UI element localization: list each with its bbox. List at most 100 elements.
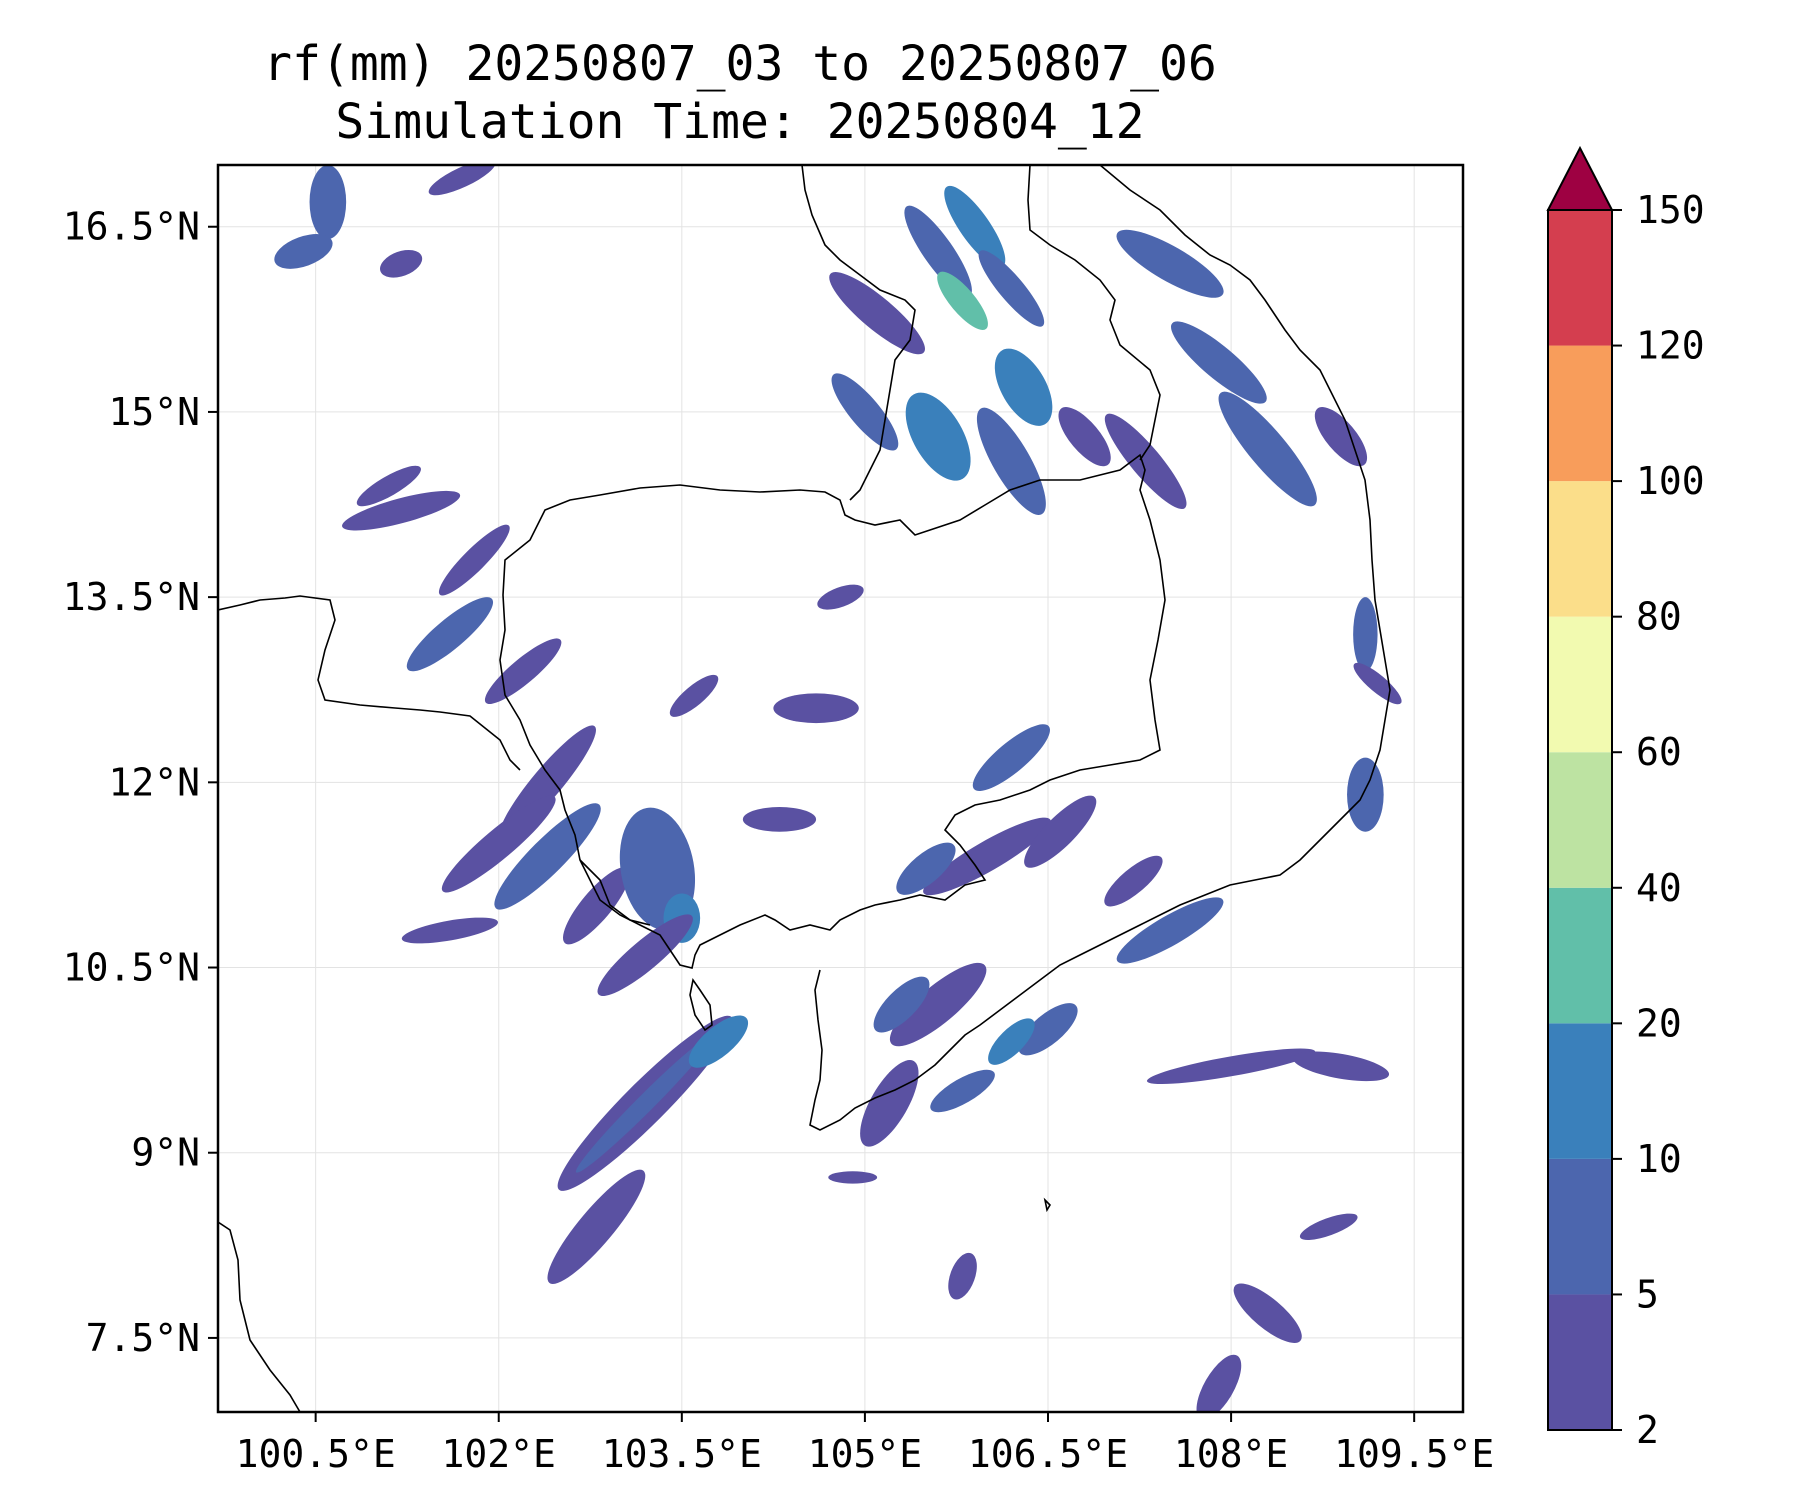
rain-cell [873, 976, 930, 1033]
map-background [218, 165, 1463, 1412]
rain-cell [904, 205, 972, 298]
rain-cell [817, 584, 864, 610]
rain-cell [441, 795, 556, 893]
colorbar-label: 100 [1636, 459, 1705, 503]
colorbar-label: 150 [1636, 188, 1705, 232]
lon-tick-label: 106.5°E [968, 1432, 1128, 1476]
rain-cell [994, 348, 1053, 426]
rain-cell [889, 962, 987, 1047]
rain-cell [1196, 1354, 1242, 1412]
rain-cell [597, 914, 693, 997]
lat-tick-label: 13.5°N [63, 575, 200, 619]
lat-tick-label: 9°N [131, 1131, 200, 1175]
rain-cell [905, 392, 971, 481]
rain-cell [401, 917, 499, 944]
rain-cell [1104, 413, 1187, 510]
rain-cell [1299, 1213, 1358, 1241]
colorbar: 2 5 10 20 40 60 80 100 120 150 [1546, 145, 1705, 1452]
colorbar-label: 10 [1636, 1137, 1682, 1181]
rain-cell [988, 1018, 1035, 1065]
rain-cell [930, 1069, 995, 1113]
rain-cell [1024, 795, 1097, 868]
lat-tick-label: 7.5°N [86, 1316, 200, 1360]
map-area: 100.5°E 102°E 103.5°E 105°E 106.5°E 108°E 109.… [63, 163, 1494, 1476]
rain-cell [1353, 597, 1378, 672]
rain-cell [688, 1015, 749, 1068]
rain-cell [575, 1034, 715, 1173]
vietnam-laos-border [1027, 165, 1161, 461]
phu-quoc-island [689, 978, 713, 1032]
lon-tick-label: 102°E [442, 1432, 556, 1476]
map-frame [216, 163, 1465, 1414]
rain-cell [860, 1060, 919, 1147]
lon-tick-label: 109.5°E [1334, 1432, 1494, 1476]
rain-cell [1218, 391, 1317, 507]
rain-cell [1104, 855, 1163, 907]
colorbar-segment [1548, 1023, 1612, 1159]
colorbar-label: 60 [1636, 730, 1682, 774]
plot-title: rf(mm) 20250807_03 to 20250807_06 [263, 36, 1217, 92]
rain-cell [937, 271, 988, 330]
rain-cell [828, 1171, 878, 1184]
rain-cell [1018, 1003, 1078, 1056]
lat-tick-label: 12°N [108, 760, 200, 804]
rain-cell [1116, 229, 1224, 298]
colorbar-segment [1548, 887, 1612, 1024]
colorbar-label: 20 [1636, 1001, 1682, 1045]
rain-cell [428, 165, 496, 196]
rain-cell [773, 693, 859, 724]
colorbar-label: 5 [1636, 1272, 1659, 1316]
rain-cell [978, 250, 1045, 327]
rain-cell [563, 867, 630, 945]
longitude-ticks: 100.5°E 102°E 103.5°E 105°E 106.5°E 108°E 109.… [236, 1412, 1494, 1476]
rain-cell [948, 1252, 977, 1300]
colorbar-segment [1548, 1158, 1612, 1295]
rain-cell [1314, 407, 1368, 467]
rain-cell [1058, 407, 1111, 467]
colorbar-extend-arrow [1546, 145, 1614, 211]
lon-tick-label: 103.5°E [602, 1432, 762, 1476]
rain-cell [309, 165, 347, 240]
rainfall-field [274, 165, 1402, 1412]
gulf-coast [218, 1221, 301, 1412]
lon-tick-label: 100.5°E [236, 1432, 396, 1476]
colorbar-frame [1547, 209, 1613, 1431]
colorbar-segment [1548, 345, 1612, 482]
rain-cell [831, 373, 899, 451]
colorbar-label: 2 [1636, 1408, 1659, 1452]
rain-cell [1292, 1051, 1390, 1082]
rain-cell [669, 674, 719, 717]
rain-cell [494, 803, 601, 910]
colorbar-segment [1548, 210, 1612, 346]
rain-cell [896, 842, 956, 895]
rain-cell [1171, 321, 1267, 404]
rain-cell [1233, 1283, 1302, 1343]
rain-cell [406, 597, 494, 672]
con-dao-island [1043, 1197, 1052, 1213]
country-borders [218, 165, 1391, 1412]
rain-cell [923, 817, 1051, 896]
lat-tick-label: 10.5°N [63, 946, 200, 990]
vietnam-coast [809, 165, 1391, 1131]
rain-cell [944, 185, 1006, 268]
rain-cell [1146, 1048, 1316, 1085]
rain-cell [342, 490, 461, 531]
laos-border [801, 165, 916, 501]
rain-cell [1347, 757, 1384, 832]
colorbar-segment [1548, 481, 1612, 617]
colorbar-segment [1548, 1294, 1612, 1430]
rain-cell [547, 1169, 646, 1284]
plot-subtitle: Simulation Time: 20250804_12 [335, 94, 1145, 150]
lon-tick-label: 105°E [808, 1432, 922, 1476]
latitude-ticks: 16.5°N 15°N 13.5°N 12°N 10.5°N 9°N 7.5°N [63, 205, 218, 1360]
rain-cell [972, 724, 1050, 792]
colorbar-segment [1548, 616, 1612, 753]
lat-tick-label: 16.5°N [63, 205, 200, 249]
rain-cell [438, 524, 510, 596]
rain-cell [274, 234, 333, 269]
rain-cell [976, 407, 1046, 515]
rain-cell [380, 249, 423, 278]
rain-cell [829, 272, 925, 355]
